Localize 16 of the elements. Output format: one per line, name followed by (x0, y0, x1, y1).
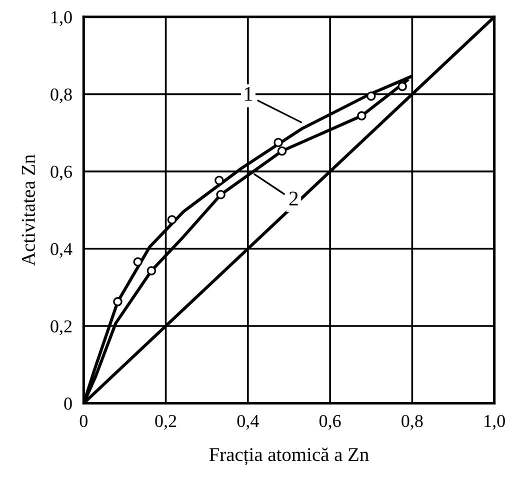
y-tick-label: 0,8 (50, 88, 72, 104)
x-tick-label: 0,2 (155, 414, 176, 430)
x-tick-label: 1,0 (484, 414, 505, 430)
y-tick-label: 0,4 (50, 243, 72, 258)
x-tick-label: 0,6 (319, 414, 341, 430)
x-tick-label: 0,4 (237, 414, 259, 430)
y-tick-label: 0,6 (50, 166, 72, 181)
y-tick-label: 0 (64, 398, 72, 410)
x-tick-label: 0 (80, 414, 88, 428)
x-axis-title: Fracția atomică a Zn (209, 448, 369, 466)
annotation: 2 (289, 192, 298, 206)
x-tick-label: 0,8 (402, 414, 423, 430)
annotation: 1 (244, 87, 252, 101)
y-tick-label: 0,2 (50, 320, 72, 336)
y-axis-title: Activitatea Zn (22, 154, 35, 266)
y-tick-label: 1,0 (52, 11, 72, 26)
